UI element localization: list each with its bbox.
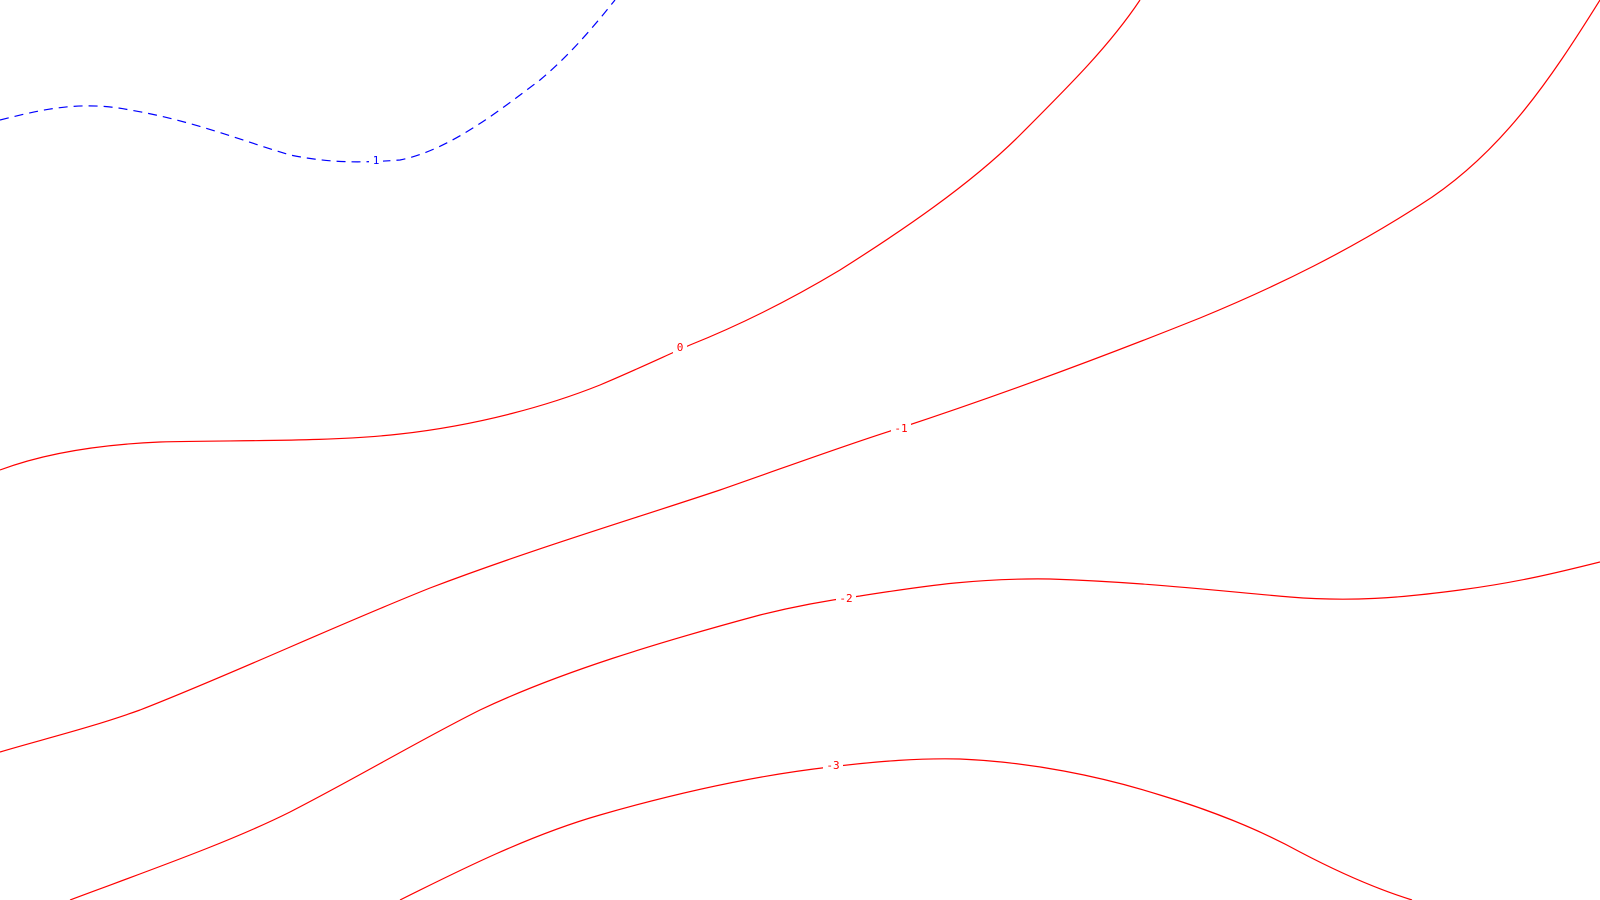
contour-0-label-bg	[673, 341, 687, 354]
contour-1-path	[0, 0, 616, 163]
contour-line-neg1: -1	[0, 0, 1600, 753]
contour-neg2-label: -2	[839, 592, 852, 605]
contour-neg1-label: -1	[894, 422, 907, 435]
contour-line-1: 1	[0, 0, 616, 167]
contour-neg3-label-bg	[823, 759, 843, 772]
contour-neg1-path	[0, 0, 1600, 753]
contour-line-0: 0	[0, 0, 1141, 471]
contour-line-neg3: -3	[399, 758, 1413, 900]
contour-neg2-label-bg	[836, 592, 856, 605]
contour-0-label: 0	[677, 341, 684, 354]
contour-0-path	[0, 0, 1141, 471]
contour-line-neg2: -2	[69, 561, 1600, 900]
contour-neg1-label-bg	[891, 422, 911, 435]
contour-1-label-bg	[369, 154, 383, 167]
contour-1-label: 1	[373, 154, 380, 167]
contour-neg3-label: -3	[826, 759, 839, 772]
contour-neg3-path	[399, 758, 1413, 900]
